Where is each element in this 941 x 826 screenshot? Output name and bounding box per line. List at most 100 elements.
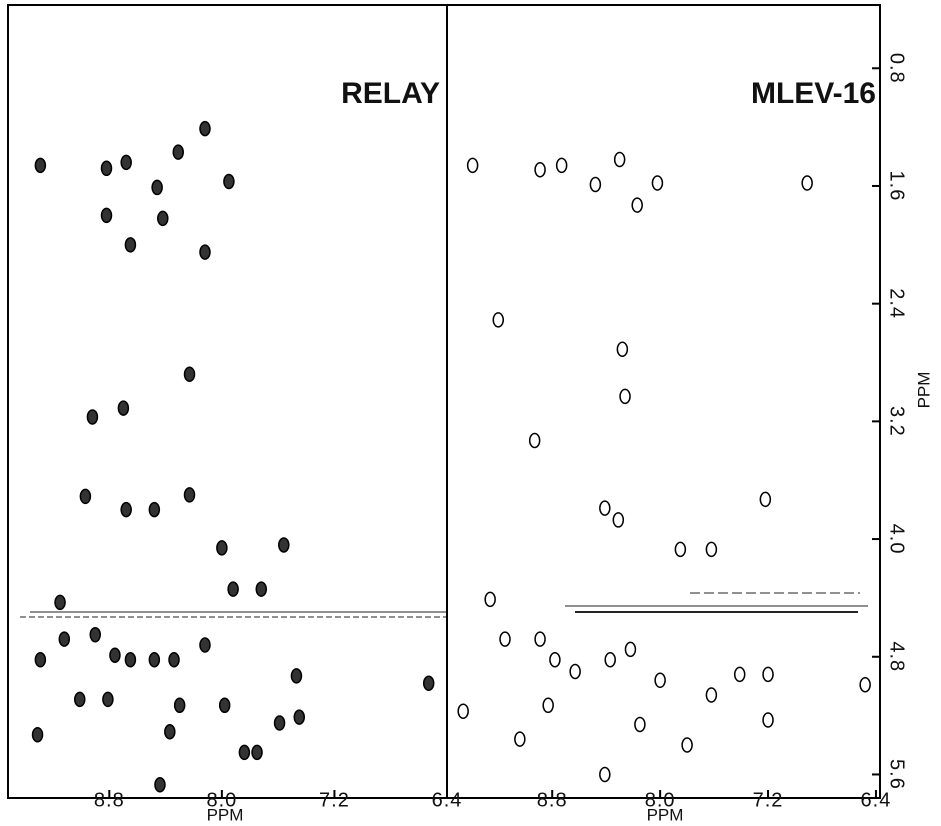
peak xyxy=(86,409,99,425)
peak xyxy=(255,581,268,597)
peak xyxy=(120,154,132,171)
peak xyxy=(589,176,602,193)
peak xyxy=(762,666,774,683)
peak xyxy=(120,501,132,518)
y-tick-label: 5.6 xyxy=(886,759,908,790)
peak xyxy=(569,663,581,680)
peak xyxy=(705,541,718,558)
peak xyxy=(54,594,66,611)
peak xyxy=(148,651,161,668)
peak xyxy=(124,651,137,668)
peak xyxy=(616,341,629,358)
peak xyxy=(117,400,130,416)
peak xyxy=(216,540,228,556)
x-tick-label: 8.8 xyxy=(537,789,568,811)
peak xyxy=(154,777,166,793)
peak xyxy=(34,651,47,668)
x-axis-label: PPM xyxy=(647,805,684,824)
peak xyxy=(762,712,774,728)
peak xyxy=(124,237,137,253)
peak xyxy=(290,668,303,684)
peak xyxy=(74,691,86,708)
peak xyxy=(199,637,211,653)
peak xyxy=(422,675,435,691)
panel-title: RELAY xyxy=(341,77,440,110)
peak xyxy=(631,197,643,213)
peak xyxy=(109,647,121,664)
peak xyxy=(79,488,92,505)
y-tick-label: 1.6 xyxy=(886,171,908,202)
y-tick-label: 3.2 xyxy=(886,406,908,437)
peak xyxy=(173,697,186,714)
x-axis-label: PPM xyxy=(207,805,244,824)
peak xyxy=(681,737,693,753)
peak xyxy=(183,366,196,383)
peak xyxy=(218,697,231,714)
peak xyxy=(58,631,71,647)
peak xyxy=(273,715,286,731)
peak xyxy=(534,162,546,178)
peak xyxy=(223,173,235,190)
peak xyxy=(183,487,196,503)
x-tick-label: 8.0 xyxy=(206,789,237,811)
peak xyxy=(619,388,631,405)
peak xyxy=(251,744,263,761)
peak xyxy=(542,697,554,714)
peak xyxy=(674,541,687,558)
peak xyxy=(613,151,626,168)
peak xyxy=(172,144,185,160)
peak xyxy=(100,160,113,177)
peak xyxy=(484,591,496,608)
peak xyxy=(555,157,568,174)
peak xyxy=(599,766,611,783)
peak xyxy=(238,744,251,761)
peak xyxy=(624,641,637,658)
peak xyxy=(528,432,541,449)
x-tick-label: 7.2 xyxy=(319,789,350,811)
peak xyxy=(599,500,611,516)
y-axis-label: PPM xyxy=(914,372,933,409)
solvent-ridge xyxy=(20,592,868,618)
peak xyxy=(293,709,306,725)
peak xyxy=(148,501,161,518)
peak xyxy=(89,626,101,643)
x-tick-label: 7.2 xyxy=(753,789,784,811)
peak xyxy=(34,157,47,174)
panel-frame xyxy=(446,4,881,799)
peak xyxy=(499,631,511,647)
peak xyxy=(151,179,163,196)
peak xyxy=(31,726,44,743)
peak xyxy=(612,512,625,528)
panel-title: MLEV-16 xyxy=(751,77,876,110)
y-tick-label: 0.8 xyxy=(886,53,908,84)
peak xyxy=(705,687,718,703)
x-tick-label: 8.8 xyxy=(94,789,125,811)
peak xyxy=(651,175,664,191)
peak xyxy=(168,651,180,668)
peak xyxy=(634,716,646,733)
peak xyxy=(859,676,871,693)
peak xyxy=(199,244,211,260)
peak xyxy=(227,581,239,597)
peak xyxy=(199,120,211,137)
peak xyxy=(278,537,290,553)
peak xyxy=(759,491,772,508)
peak xyxy=(492,312,505,328)
peak xyxy=(654,672,666,689)
peak xyxy=(549,651,561,668)
y-tick-label: 4.8 xyxy=(886,641,908,672)
peak xyxy=(604,651,616,668)
peak xyxy=(514,731,526,747)
peak xyxy=(534,631,546,647)
peak xyxy=(157,210,169,227)
peak xyxy=(733,666,746,683)
peak xyxy=(457,703,469,719)
x-tick-label: 6.4 xyxy=(432,789,463,811)
panel-frame xyxy=(7,4,448,799)
peak xyxy=(102,691,114,708)
y-tick-label: 4.0 xyxy=(886,524,908,555)
y-tick-label: 2.4 xyxy=(886,288,908,319)
x-tick-label: 8.0 xyxy=(645,789,676,811)
peak xyxy=(466,157,479,174)
